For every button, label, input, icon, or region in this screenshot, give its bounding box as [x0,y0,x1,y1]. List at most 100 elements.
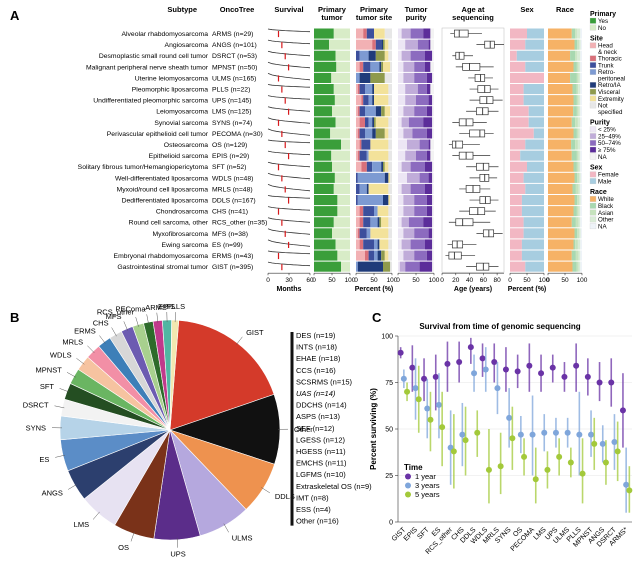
race-bar-segment [576,261,579,272]
sex-bar-segment [520,150,544,161]
row-subtype-label: Alveolar rhabdomyosarcoma [121,31,208,38]
purity-bar-segment [414,61,425,72]
site-bar-segment [388,128,392,139]
race-bar-segment [577,195,579,206]
purity-bar-segment [410,183,425,194]
legend-label: 25–49% [598,133,621,140]
y-tick-label: 75 [385,380,393,387]
legend-title: Primary [590,11,616,18]
age-tick-label: 0 [440,277,444,284]
other-list-item: SCSRMS (n=15) [296,377,353,386]
primary-bar-segment [314,106,332,117]
data-point [532,476,539,483]
site-bar-segment [359,228,367,239]
purity-bar-segment [423,28,431,39]
site-bar-segment [356,106,358,117]
site-bar-segment [388,139,392,150]
row-subtype-label: Desmoplastic small round cell tumor [99,53,209,60]
primary-bar-segment [341,139,350,150]
site-bar-segment [384,106,391,117]
site-bar-segment [388,217,392,228]
legend-title: Sex [590,165,603,172]
other-list-item: CCS (n=16) [296,366,336,375]
race-bar-segment [571,139,576,150]
primary-bar-segment [314,72,332,83]
data-point [541,429,548,436]
age-box [462,62,481,71]
race-bar-segment [580,139,582,150]
site-axis-title: Percent (%) [355,286,394,293]
age-box [455,51,465,60]
race-bar-segment [580,183,582,194]
row-subtype-label: Uterine leiomyosarcoma [135,75,209,82]
site-bar-segment [388,228,392,239]
purity-bar-segment [432,117,434,128]
primary-bar-segment [314,95,335,106]
site-bar-segment [365,117,369,128]
race-bar-segment [575,239,578,250]
legend-marker [405,473,411,480]
site-bar-segment [377,206,389,217]
site-bar-segment [361,161,367,172]
row-subtype-label: Myxofibrosarcoma [152,231,208,238]
site-bar-segment [368,250,374,261]
site-bar-segment [356,183,360,194]
purity-bar-segment [432,250,434,261]
race-bar-segment [577,39,579,50]
site-bar-segment [372,128,376,139]
site-bar-segment [361,139,371,150]
row-subtype-label: Undifferentiated pleomorphic sarcoma [93,98,208,105]
race-bar-segment [574,228,578,239]
sex-bar-segment [528,117,544,128]
sex-bar-segment [510,95,524,106]
race-bar-segment [580,106,582,117]
data-point [424,405,431,412]
purity-bar-segment [410,50,425,61]
legend-label-line: & neck [598,49,618,56]
legend-label: Thoracic [598,56,622,63]
site-bar-segment [359,128,365,139]
primary-bar-segment [337,195,350,206]
age-frame [441,27,505,273]
legend-swatch [589,133,597,140]
purity-bar-segment [414,195,427,206]
header-site-line: tumor site [356,13,392,22]
legend-label-line: specified [598,109,623,116]
x-tick-label: SFT [416,526,431,541]
site-bar-segment [363,61,371,72]
survival-curve [267,139,311,144]
legend-label: 50–74% [598,140,621,147]
site-bar-segment [359,50,369,61]
legend-label: NA [598,223,607,230]
purity-bar-segment [426,84,431,95]
site-bar-segment [356,128,358,139]
race-bar-segment [573,61,577,72]
race-bar-segment [580,39,582,50]
legend-label: 5 years [415,490,440,499]
sex-bar-segment [510,39,526,50]
primary-bar-segment [341,261,350,272]
site-bar-segment [356,72,360,83]
legend-swatch [589,171,597,178]
race-bar-segment [578,128,581,139]
race-bar-segment [573,106,577,117]
site-tick-label: 50 [370,277,378,284]
race-bar-segment [578,217,581,228]
row-subtype-label: Malignant peripheral nerve sheath tumor [86,64,209,71]
data-point [588,431,595,438]
sex-bar-segment [510,217,524,228]
sex-axis-title: Percent (%) [508,286,547,293]
survival-curve [267,161,311,168]
race-bar-segment [571,250,576,261]
purity-bar-segment [407,172,420,183]
row-oncotree-label: ULMS (n=165) [212,75,256,82]
purity-bar-segment [432,195,434,206]
site-bar-segment [359,106,365,117]
race-bar-segment [548,117,572,128]
site-bar-segment [356,150,358,161]
data-point [479,355,486,362]
race-bar-segment [580,195,582,206]
purity-bar-segment [405,150,416,161]
data-point [482,366,489,373]
